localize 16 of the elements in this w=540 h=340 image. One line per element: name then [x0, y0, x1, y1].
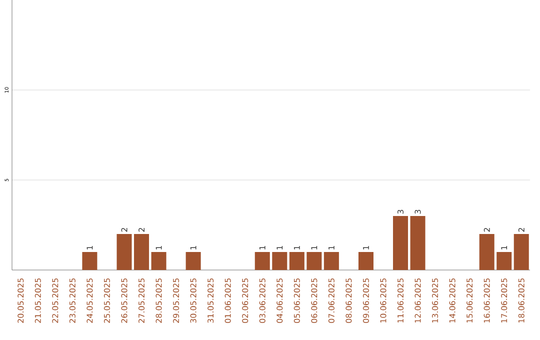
bar: [82, 252, 98, 270]
bar: [254, 252, 270, 270]
bar: [358, 252, 374, 270]
bar: [306, 252, 322, 270]
bar: [393, 216, 408, 270]
bar: [151, 252, 166, 270]
bar: [116, 234, 132, 270]
bar: [272, 252, 288, 270]
bar: [186, 252, 201, 270]
bar: [410, 216, 426, 270]
bar: [134, 234, 150, 270]
bar: [479, 234, 494, 270]
bar: [496, 252, 512, 270]
bar: [289, 252, 304, 270]
bar: [324, 252, 339, 270]
bar: [514, 234, 529, 270]
